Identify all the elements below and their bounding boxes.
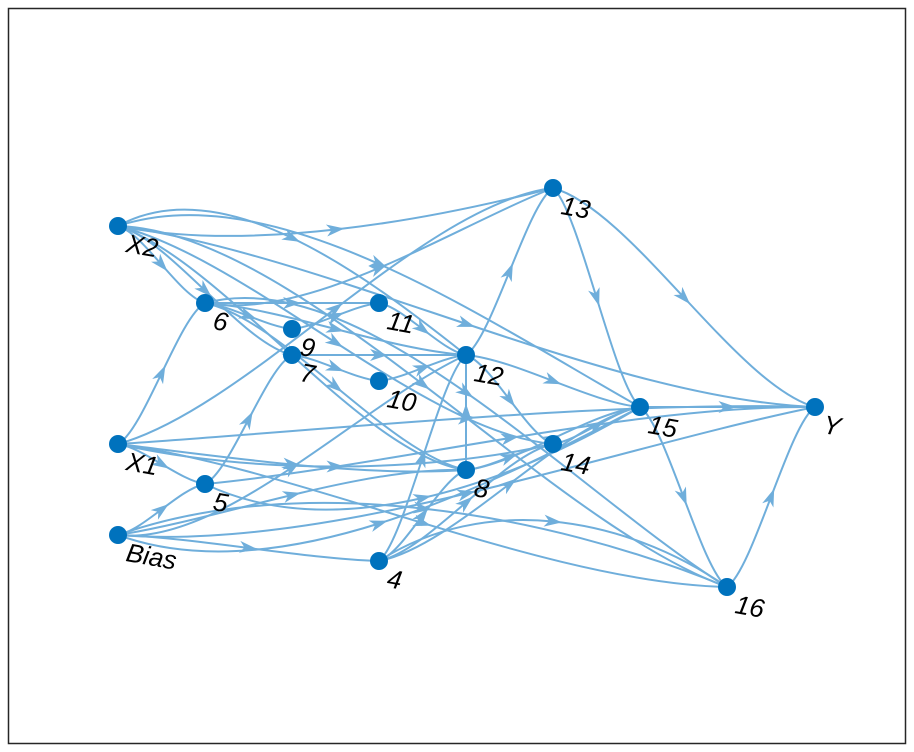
edge-arrow-X2-to-Y <box>456 315 476 327</box>
edge-arrow-X2-to-6 <box>151 253 168 272</box>
edge-arrow-4-to-12 <box>413 449 426 469</box>
edge-arrow-X2-to-16 <box>411 373 430 390</box>
edge-arrow-10-to-12 <box>411 364 431 377</box>
edge-arrow-7-to-12 <box>370 349 388 361</box>
edge-arrow-6-to-13 <box>368 264 388 278</box>
edge-arrow-Bias-to-5 <box>150 504 169 520</box>
edge-arrow-Bias-to-12 <box>281 462 300 478</box>
node-label-6: 6 <box>211 305 231 337</box>
node-15 <box>631 398 649 416</box>
node-X1 <box>109 435 127 453</box>
node-label-Y: Y <box>821 409 845 442</box>
edge-arrow-6-to-16 <box>455 382 474 398</box>
edge-arrow-13-to-Y <box>673 286 691 305</box>
node-label-15: 15 <box>646 409 680 444</box>
node-5 <box>196 475 214 493</box>
node-10 <box>370 372 388 390</box>
node-label-8: 8 <box>472 472 492 504</box>
edge-arrow-5-to-Y <box>500 433 519 446</box>
node-16 <box>718 578 736 596</box>
node-6 <box>196 294 214 312</box>
node-X2 <box>109 217 127 235</box>
edge-arrow-5-to-15 <box>412 494 432 506</box>
edge-arrow-15-to-16 <box>674 486 687 506</box>
node-label-14: 14 <box>559 446 593 481</box>
edges-layer <box>117 187 816 588</box>
edge-arrow-X1-to-5 <box>150 454 170 469</box>
node-11 <box>370 294 388 312</box>
node-12 <box>457 346 475 364</box>
edge-arrow-8-to-12 <box>460 403 472 422</box>
edge-arrow-X2-to-15 <box>368 254 388 268</box>
node-label-5: 5 <box>211 486 231 518</box>
node-label-10: 10 <box>385 383 419 418</box>
node-label-13: 13 <box>559 190 593 225</box>
edge-arrow-X1-to-13 <box>324 303 343 319</box>
edge-arrow-4-to-14 <box>455 496 473 513</box>
edge-arrow-5-to-7 <box>239 411 253 431</box>
plot-frame <box>7 7 907 745</box>
edge-arrow-4-to-8 <box>412 508 428 527</box>
edge-arrow-6-to-11 <box>283 297 301 309</box>
edge-arrow-4-to-15 <box>498 478 517 495</box>
edge-arrow-9-to-11 <box>324 312 344 325</box>
edge-arrow-13-to-15 <box>588 287 600 307</box>
node-14 <box>544 435 562 453</box>
edge-arrow-15-to-Y <box>718 401 737 413</box>
edge-arrow-16-to-Y <box>762 488 775 508</box>
node-label-11: 11 <box>385 305 417 339</box>
edge-arrow-6-to-8 <box>324 376 343 393</box>
edge-arrow-X1-to-6 <box>152 365 166 385</box>
edge-arrow-12-to-14 <box>499 388 515 407</box>
edge-arrow-X2-to-7 <box>194 279 212 297</box>
node-Bias <box>109 526 127 544</box>
node-7 <box>283 346 301 364</box>
edge-arrow-Bias-to-15 <box>368 520 388 532</box>
node-9 <box>283 320 301 338</box>
node-label-X1: X1 <box>123 446 161 481</box>
edge-arrow-12-to-15 <box>542 372 562 385</box>
node-Y <box>806 398 824 416</box>
node-4 <box>370 552 388 570</box>
edge-arrow-11-to-12 <box>411 318 430 335</box>
edge-arrow-Bias-to-Y <box>456 489 476 502</box>
edge-arrow-6-to-9 <box>237 307 257 320</box>
edge-arrow-X2-to-12 <box>281 228 301 242</box>
node-13 <box>544 179 562 197</box>
edge-arrow-12-to-13 <box>500 263 513 283</box>
node-8 <box>457 461 475 479</box>
edge-arrow-Bias-to-8 <box>281 491 301 503</box>
node-label-X2: X2 <box>123 228 161 263</box>
edge-arrow-X2-to-13 <box>325 224 345 237</box>
edge-arrow-4-to-16 <box>543 514 562 527</box>
nodes-layer <box>109 179 824 596</box>
edge-arrow-7-to-10 <box>324 359 344 372</box>
node-label-9: 9 <box>298 331 317 363</box>
edge-arrow-X2-to-14 <box>324 332 344 348</box>
node-label-4: 4 <box>385 563 404 595</box>
edge-arrow-14-to-15 <box>585 421 605 436</box>
node-label-16: 16 <box>733 589 767 624</box>
node-label-12: 12 <box>472 357 506 392</box>
